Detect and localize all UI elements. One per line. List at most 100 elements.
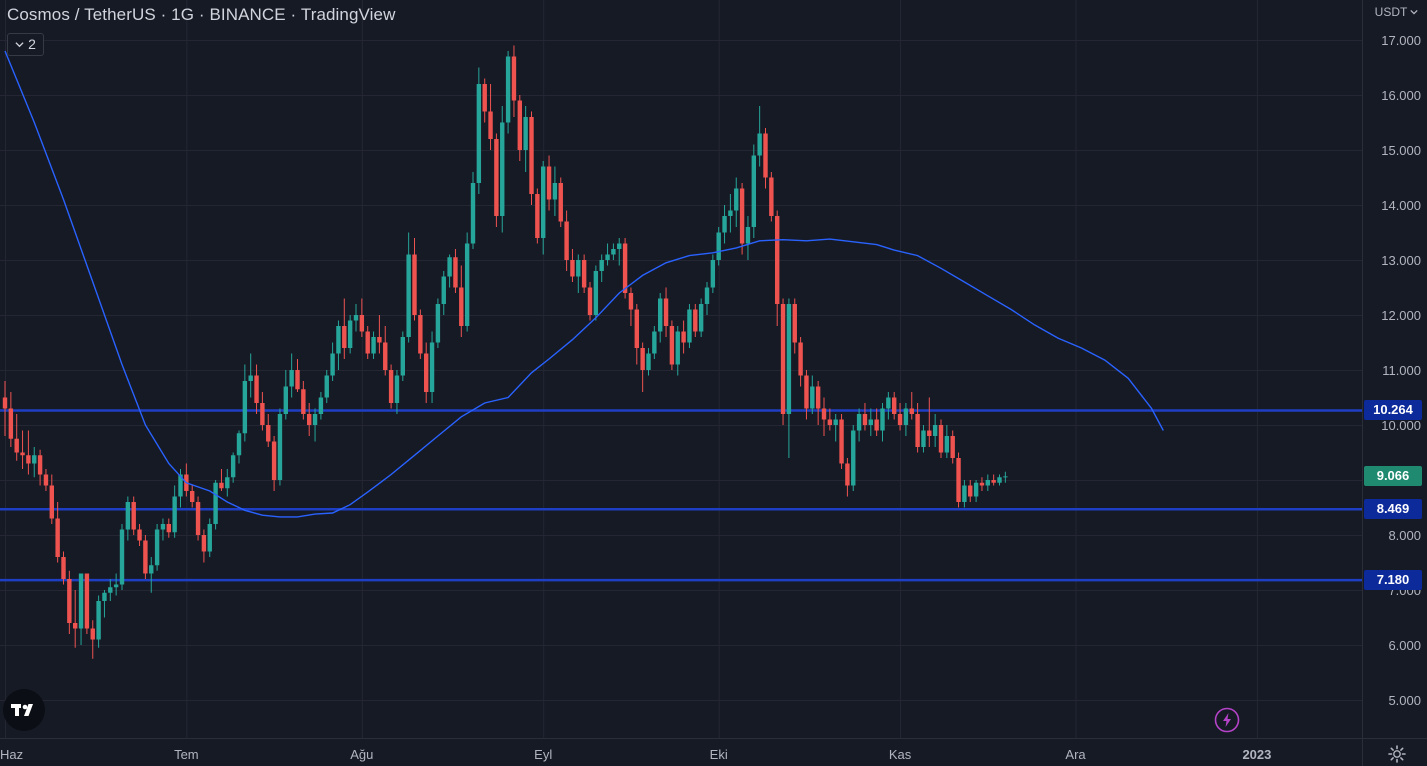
candle xyxy=(113,573,119,596)
candle xyxy=(663,287,669,337)
candle-body xyxy=(394,375,400,403)
candle xyxy=(131,496,136,535)
candle xyxy=(347,315,353,354)
price-tick-label: 15.000 xyxy=(1381,143,1421,158)
candle-body xyxy=(371,337,376,354)
candle xyxy=(1003,471,1008,483)
candle xyxy=(985,474,990,491)
candle-body xyxy=(868,419,873,425)
candle xyxy=(2,381,8,436)
candle xyxy=(517,95,522,161)
time-tick-label: Ara xyxy=(1065,747,1086,762)
candle-body xyxy=(67,579,72,623)
indicators-toggle-button[interactable]: 2 xyxy=(7,33,44,56)
candle-body xyxy=(523,117,528,150)
candle xyxy=(125,496,131,541)
candle xyxy=(886,392,891,420)
candle xyxy=(394,370,400,414)
candle xyxy=(8,392,14,447)
candle-body xyxy=(991,480,996,483)
chevron-down-icon xyxy=(1410,9,1418,15)
candle xyxy=(266,414,271,447)
candle-body xyxy=(599,260,604,271)
candle xyxy=(652,326,657,359)
candle-body xyxy=(307,414,312,425)
candle xyxy=(43,469,49,491)
candle xyxy=(950,430,955,464)
candle xyxy=(37,449,43,486)
candle-body xyxy=(154,529,160,566)
candle-body xyxy=(605,254,610,260)
candle-body xyxy=(669,326,675,365)
candle xyxy=(903,403,909,436)
gear-icon[interactable] xyxy=(1387,744,1407,764)
candle xyxy=(769,172,774,222)
candle xyxy=(716,227,721,266)
candle-body xyxy=(827,419,833,425)
candle xyxy=(342,298,347,359)
candle xyxy=(576,254,581,293)
price-tick-label: 13.000 xyxy=(1381,253,1421,268)
candle-body xyxy=(851,430,856,486)
candle-body xyxy=(541,166,546,238)
candle xyxy=(482,78,487,123)
candle xyxy=(271,436,277,491)
candle xyxy=(108,579,113,601)
candle xyxy=(84,573,90,634)
candle xyxy=(307,403,312,436)
candle xyxy=(78,573,84,645)
currency-selector[interactable]: USDT xyxy=(1366,2,1427,22)
grid xyxy=(0,0,1362,738)
candle-body xyxy=(880,408,885,431)
candle xyxy=(564,210,569,271)
candle xyxy=(874,408,879,436)
candle-body xyxy=(119,529,125,585)
candle-body xyxy=(96,601,101,640)
candle-body xyxy=(897,414,903,425)
candle-body xyxy=(505,56,511,123)
candle xyxy=(160,518,166,541)
tradingview-logo-icon[interactable] xyxy=(3,689,45,731)
candle-body xyxy=(160,524,166,530)
lightning-icon[interactable] xyxy=(1214,707,1240,733)
candle-body xyxy=(973,482,979,497)
candle xyxy=(541,161,546,255)
price-tick-label: 14.000 xyxy=(1381,198,1421,213)
candle-body xyxy=(312,414,318,425)
candle-body xyxy=(494,139,499,216)
candle xyxy=(73,590,78,648)
candle xyxy=(441,271,446,315)
price-tick-label: 17.000 xyxy=(1381,33,1421,48)
candle xyxy=(938,419,944,458)
candle-body xyxy=(552,183,558,200)
candle xyxy=(722,205,727,244)
candle xyxy=(587,282,593,321)
horizontal-lines xyxy=(0,409,1362,582)
candle xyxy=(880,403,885,442)
candle-body xyxy=(453,257,458,288)
candle-body xyxy=(283,386,288,414)
candle xyxy=(634,304,639,365)
candle xyxy=(201,529,207,563)
candle xyxy=(242,364,248,442)
candle-body xyxy=(997,477,1002,483)
candle-body xyxy=(266,425,271,442)
candle xyxy=(166,518,171,538)
candle-body xyxy=(710,260,716,288)
candle xyxy=(821,397,827,436)
candle-body xyxy=(242,381,248,434)
candle xyxy=(330,342,335,381)
candle-body xyxy=(693,309,698,332)
candle-body xyxy=(763,133,768,178)
candle xyxy=(523,106,528,172)
candle-body xyxy=(704,287,710,304)
candle xyxy=(67,570,72,634)
candle-body xyxy=(862,414,868,425)
candle xyxy=(897,403,903,431)
candle-body xyxy=(517,100,522,150)
candle xyxy=(991,474,996,486)
candle-body xyxy=(681,331,686,343)
candle xyxy=(815,381,821,425)
candle xyxy=(312,408,318,442)
